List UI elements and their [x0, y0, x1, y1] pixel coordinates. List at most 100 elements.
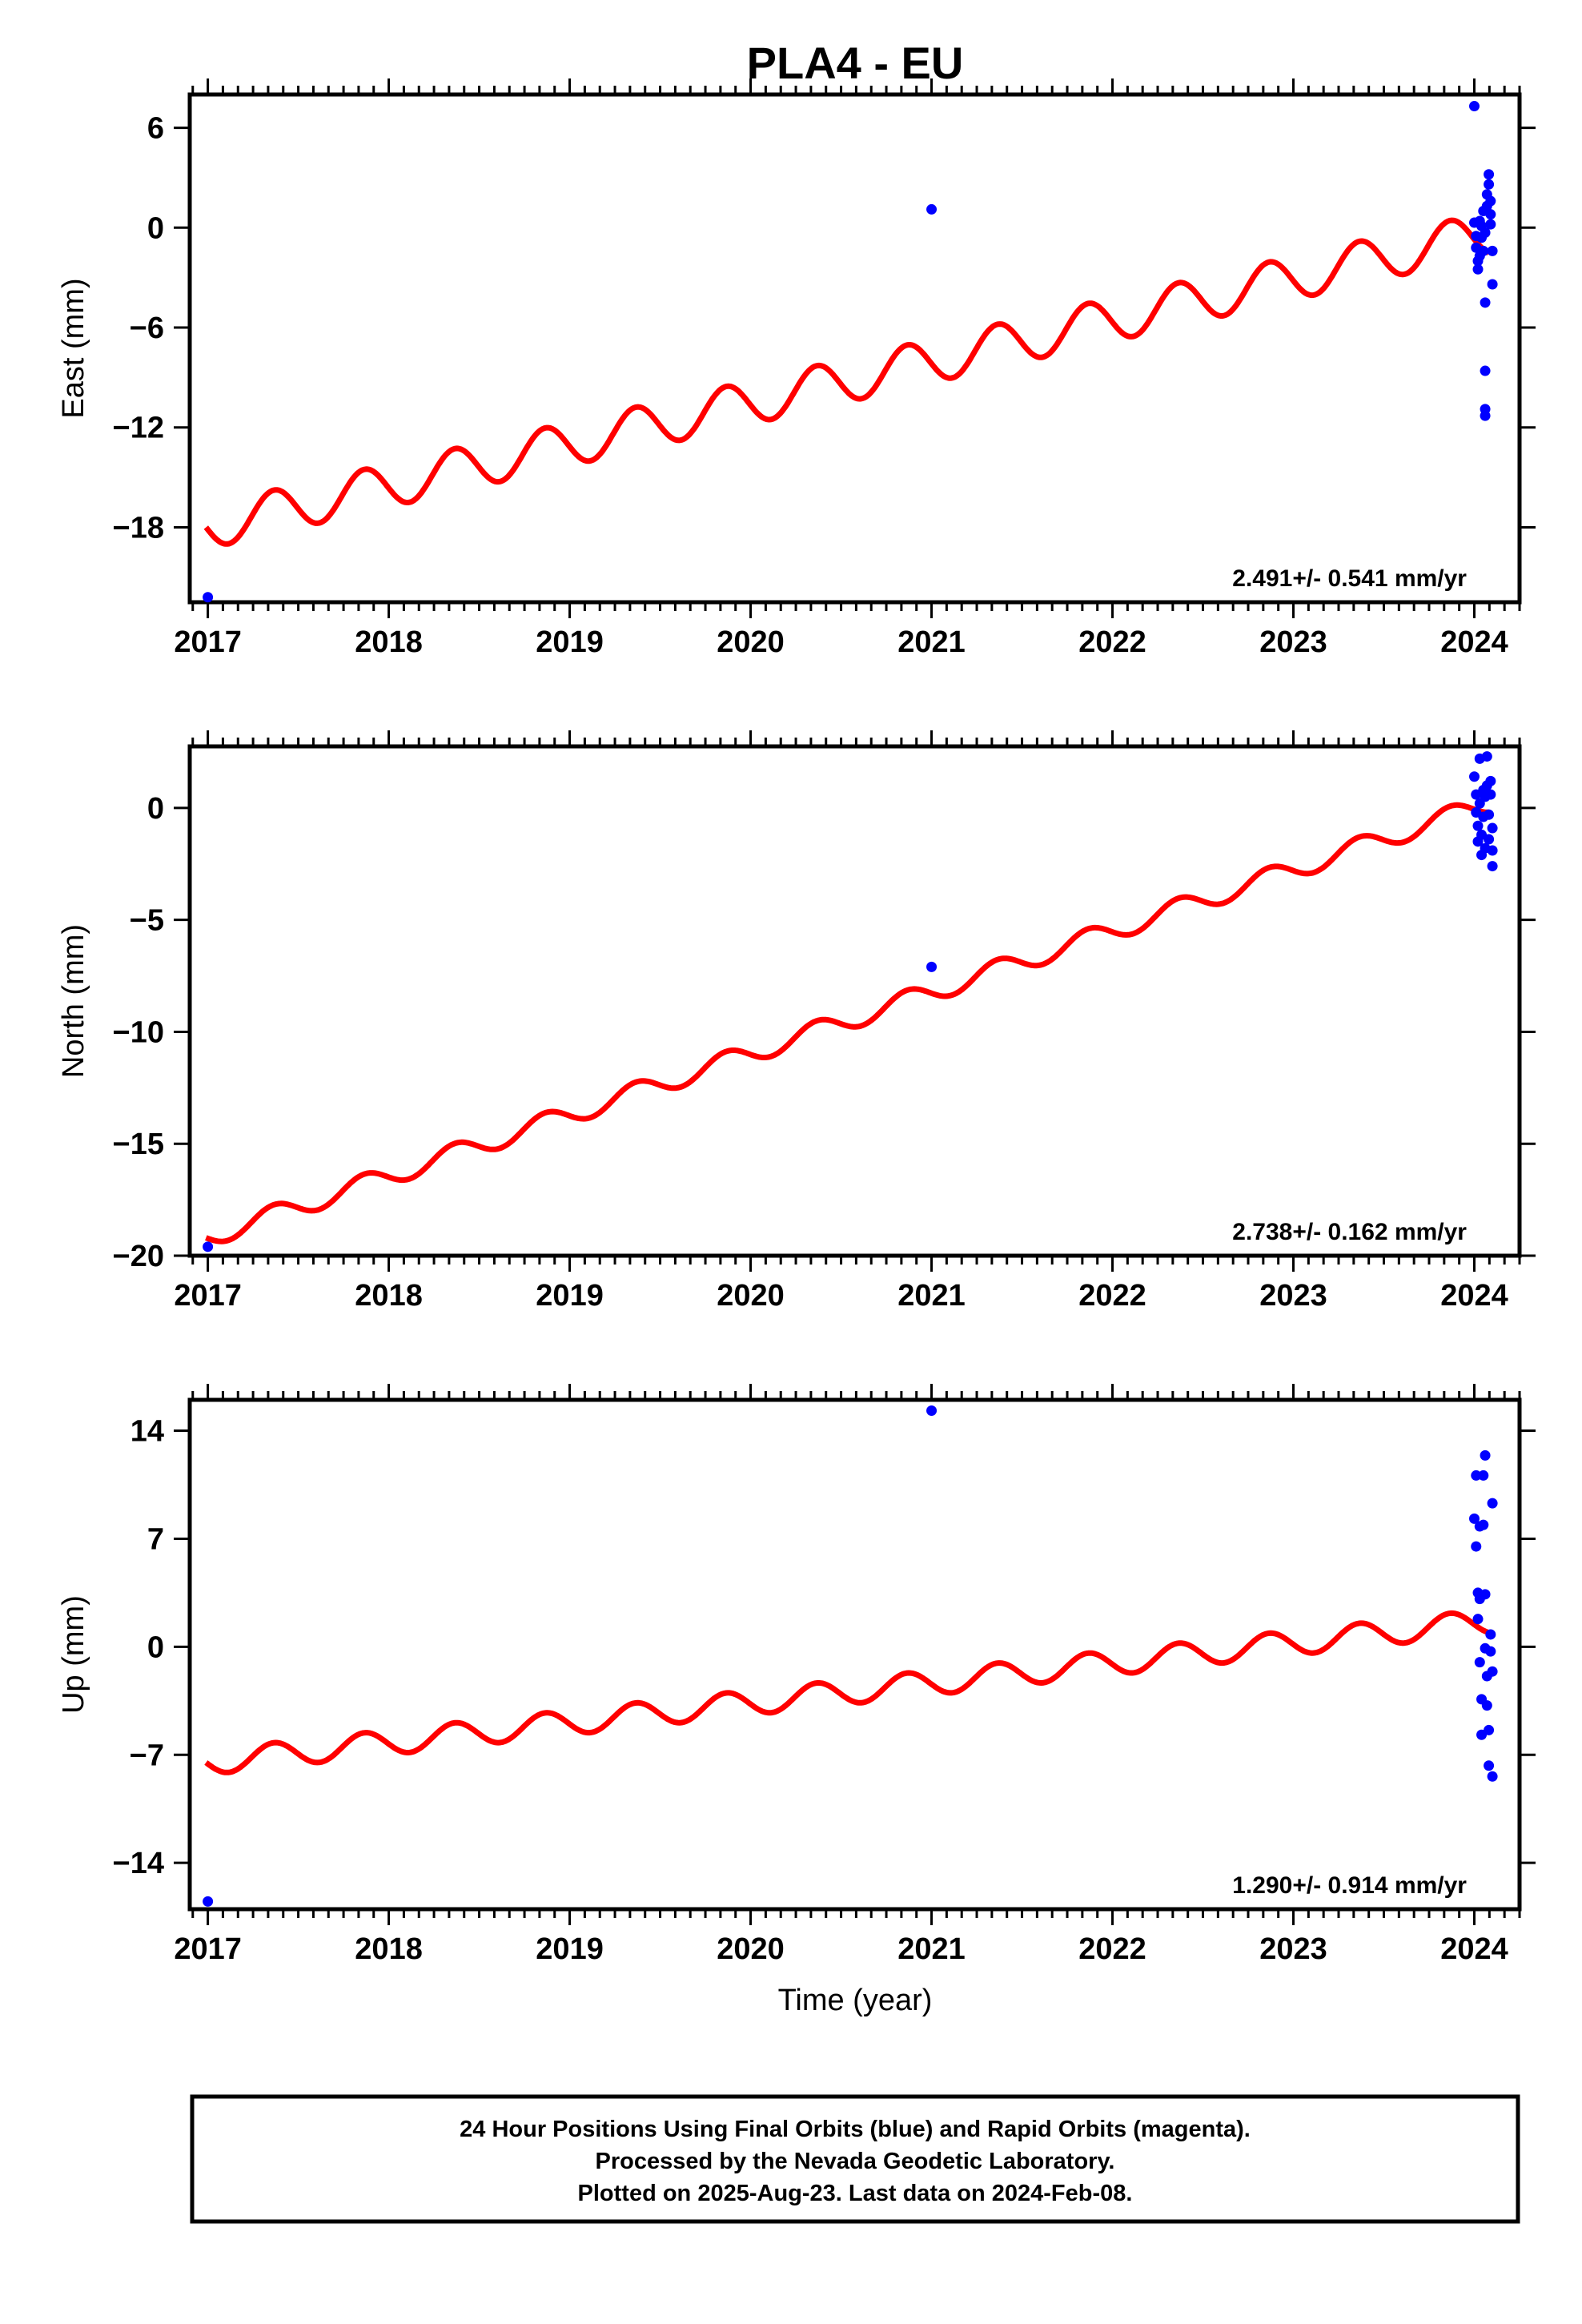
data-point — [203, 592, 214, 603]
data-point — [1472, 1614, 1484, 1625]
y-tick-label: −15 — [113, 1128, 164, 1161]
x-tick-label: 2023 — [1259, 1932, 1327, 1966]
rate-label: 1.290+/- 0.914 mm/yr — [1232, 1872, 1467, 1899]
data-point — [1487, 845, 1498, 856]
data-point — [1480, 297, 1491, 308]
x-axis-label: Time (year) — [778, 1984, 933, 2017]
x-tick-label: 2021 — [897, 625, 966, 659]
data-point — [1472, 820, 1484, 831]
x-tick-label: 2024 — [1440, 1279, 1508, 1313]
x-tick-label: 2019 — [536, 1932, 604, 1966]
x-tick-label: 2017 — [174, 625, 242, 659]
x-tick-label: 2017 — [174, 1279, 242, 1313]
data-point — [1480, 1449, 1491, 1461]
x-tick-label: 2021 — [897, 1279, 966, 1313]
data-point — [203, 1896, 214, 1907]
data-point — [1484, 809, 1495, 820]
model-curve — [204, 1610, 1491, 1775]
plot-frame — [187, 744, 1522, 1258]
data-point — [1485, 219, 1496, 230]
x-tick-label: 2018 — [355, 1932, 423, 1966]
x-tick-label: 2024 — [1440, 1932, 1508, 1966]
x-tick-label: 2023 — [1259, 1279, 1327, 1313]
data-point — [1480, 227, 1491, 239]
model-curve — [204, 802, 1491, 1244]
y-tick-label: −18 — [113, 511, 164, 545]
chart-title: PLA4 - EU — [747, 38, 964, 88]
data-point — [1478, 1470, 1489, 1481]
footer-box: 24 Hour Positions Using Final Orbits (bl… — [190, 2094, 1520, 2224]
y-tick-label: 6 — [147, 112, 164, 146]
y-tick-label: 0 — [147, 792, 164, 826]
x-tick-label: 2022 — [1078, 625, 1146, 659]
y-tick-label: 14 — [130, 1415, 164, 1449]
plot-frame — [187, 92, 1522, 605]
x-tick-label: 2022 — [1078, 1932, 1146, 1966]
x-tick-label: 2017 — [174, 1932, 242, 1966]
x-tick-label: 2019 — [536, 625, 604, 659]
data-point — [1485, 1629, 1496, 1640]
data-point — [926, 1405, 938, 1416]
x-tick-label: 2020 — [717, 625, 785, 659]
data-point — [1480, 365, 1491, 376]
data-point — [1484, 169, 1495, 180]
data-point — [1471, 1541, 1482, 1552]
data-point — [1481, 1700, 1492, 1711]
data-point — [926, 203, 938, 215]
data-point — [1485, 1646, 1496, 1657]
data-point — [1484, 834, 1495, 845]
x-tick-label: 2018 — [355, 625, 423, 659]
x-tick-label: 2019 — [536, 1279, 604, 1313]
data-point — [1487, 245, 1498, 256]
data-point — [1487, 1771, 1498, 1782]
panel-2: 2017 2018 2019 2020 2021 2022 2023 2024 0 −5 −10 −1… — [57, 730, 1536, 1313]
y-axis-label: East (mm) — [57, 278, 90, 418]
data-point — [1480, 410, 1491, 421]
data-point — [1485, 209, 1496, 220]
data-point — [1485, 195, 1496, 207]
x-tick-label: 2020 — [717, 1932, 785, 1966]
y-tick-label: 7 — [147, 1522, 164, 1556]
data-point — [1471, 1470, 1482, 1481]
y-tick-label: 0 — [147, 1630, 164, 1664]
panel-1: 2017 2018 2019 2020 2021 2022 2023 2024 6 0 −6 −12 −… — [57, 78, 1536, 659]
x-tick-label: 2020 — [717, 1279, 785, 1313]
y-tick-label: −14 — [113, 1847, 164, 1880]
footer-line-1: 24 Hour Positions Using Final Orbits (bl… — [460, 2117, 1251, 2142]
x-tick-label: 2022 — [1078, 1279, 1146, 1313]
data-point — [1474, 1657, 1485, 1668]
y-axis-label: North (mm) — [57, 924, 90, 1078]
y-tick-label: −6 — [130, 312, 164, 345]
data-point — [1487, 1666, 1498, 1677]
rate-label: 2.738+/- 0.162 mm/yr — [1232, 1219, 1467, 1245]
data-point — [1484, 179, 1495, 190]
data-point — [1480, 1589, 1491, 1600]
footer-frame — [190, 2094, 1520, 2224]
panels: 2017 2018 2019 2020 2021 2022 2023 2024 6 0 −6 −12 −… — [57, 78, 1536, 1966]
x-tick-label: 2024 — [1440, 625, 1508, 659]
footer-line-3: Plotted on 2025-Aug-23. Last data on 202… — [578, 2181, 1133, 2206]
footer-line-2: Processed by the Nevada Geodetic Laborat… — [596, 2149, 1115, 2174]
y-tick-label: −7 — [130, 1739, 164, 1772]
data-point — [1472, 263, 1484, 275]
data-point — [1469, 1513, 1480, 1524]
data-point — [1485, 775, 1496, 786]
data-point — [926, 961, 938, 972]
x-tick-label: 2018 — [355, 1279, 423, 1313]
y-tick-label: −20 — [113, 1240, 164, 1273]
y-tick-label: −12 — [113, 412, 164, 445]
data-point — [1469, 101, 1480, 112]
panel-3: 2017 2018 2019 2020 2021 2022 2023 2024 14 7 0 −7 −1… — [57, 1384, 1536, 1966]
data-point — [1487, 1498, 1498, 1509]
data-point — [1478, 1519, 1489, 1530]
x-tick-label: 2021 — [897, 1932, 966, 1966]
data-point — [1487, 861, 1498, 872]
data-point — [1481, 751, 1492, 762]
data-point — [1485, 789, 1496, 800]
data-point — [1484, 1760, 1495, 1771]
data-point — [1478, 245, 1489, 256]
y-tick-label: −10 — [113, 1015, 164, 1049]
y-tick-label: 0 — [147, 211, 164, 245]
y-axis-label: Up (mm) — [57, 1595, 90, 1714]
